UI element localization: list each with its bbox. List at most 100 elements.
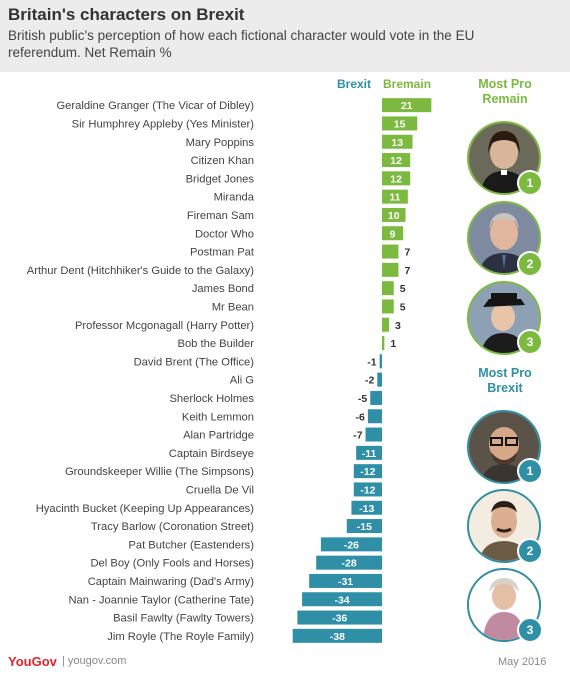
footer-date: May 2016 [498,656,547,668]
value-label: 15 [394,118,406,130]
category-label: Alan Partridge [183,430,254,442]
category-label: Groundskeeper Willie (The Simpsons) [65,466,254,478]
most-pro-remain-heading: Most Pro Remain [478,77,532,106]
value-label: -7 [353,430,362,442]
category-label: Captain Mainwaring (Dad's Army) [88,576,255,588]
value-label: 5 [400,283,406,295]
bar [316,555,382,570]
category-label: Cruella De Vil [186,484,254,496]
value-label: -31 [338,576,353,588]
value-label: -26 [344,539,359,551]
category-label: Mary Poppins [186,137,255,149]
bar [382,207,406,222]
value-label: -15 [357,521,372,533]
bar [365,427,382,442]
category-label: Jim Royle (The Royle Family) [107,631,254,643]
rank-badge-remain-2: 2 [517,251,543,277]
value-label: 5 [400,301,406,313]
bar [382,171,411,186]
category-label: Geraldine Granger (The Vicar of Dibley) [56,100,254,112]
bar [353,464,382,479]
bar [367,409,382,424]
value-label: -38 [330,631,345,643]
column-label-brexit: Brexit [337,77,372,91]
value-label: 12 [390,155,402,167]
rank-badge-brexit-3: 3 [517,617,543,643]
category-label: David Brent (The Office) [134,356,255,368]
value-label: 12 [390,173,402,185]
value-label: 11 [389,192,400,204]
value-label: 7 [404,265,410,277]
bar [382,262,399,277]
bar [379,354,382,369]
value-label: 10 [388,210,400,222]
bar [353,482,382,497]
header-band: Britain's characters on Brexit British p… [0,0,570,72]
bar [297,610,382,625]
bar [382,281,394,296]
bar [377,372,382,387]
category-label: Fireman Sam [187,210,254,222]
bar [382,153,411,168]
bar [309,573,382,588]
category-label: Miranda [214,192,255,204]
category-label: Arthur Dent (Hitchhiker's Guide to the G… [27,265,254,277]
bar [320,537,382,552]
category-label: Mr Bean [212,301,254,313]
category-label: Keith Lemmon [182,411,254,423]
category-label: Basil Fawlty (Fawlty Towers) [113,613,254,625]
bar [382,336,385,351]
bar [382,226,404,241]
column-label-remain: Bremain [383,77,432,91]
category-label: Professor Mcgonagall (Harry Potter) [75,320,254,332]
category-label: Sir Humphrey Appleby (Yes Minister) [72,118,255,130]
rank-badge-remain-3: 3 [517,329,543,355]
category-label: Hyacinth Bucket (Keeping Up Appearances) [36,503,255,515]
bar [302,592,382,607]
value-label: -13 [359,503,374,515]
value-label: -2 [365,375,374,387]
value-label: -5 [358,393,367,405]
value-label: -12 [360,484,375,496]
rank-badge-brexit-2: 2 [517,538,543,564]
category-label: Ali G [230,375,254,387]
category-label: Bob the Builder [178,338,255,350]
yougov-logo: YouGov [8,654,57,669]
bar [382,116,418,131]
value-label: 1 [390,338,396,350]
category-label: Nan - Joannie Taylor (Catherine Tate) [68,594,254,606]
bar [382,317,390,332]
footer-site: | yougov.com [62,655,127,667]
bar [382,244,399,259]
category-label: Postman Pat [190,247,255,259]
value-label: -28 [342,558,357,570]
category-label: Citizen Khan [191,155,254,167]
category-label: Del Boy (Only Fools and Horses) [90,558,254,570]
value-label: -12 [360,466,375,478]
person-portrait-icon [469,203,539,273]
chart-title: Britain's characters on Brexit [8,5,245,24]
bar [346,519,382,534]
bar [292,628,382,643]
value-label: 9 [390,228,396,240]
value-label: 13 [391,137,403,149]
value-label: 21 [401,100,413,112]
value-label: 3 [395,320,401,332]
value-label: 7 [404,247,410,259]
value-label: -1 [367,356,376,368]
bar [382,189,408,204]
most-pro-brexit-heading: Most Pro Brexit [478,366,532,395]
value-label: -6 [356,411,365,423]
bar [370,390,382,405]
bar [351,500,382,515]
category-label: James Bond [192,283,254,295]
category-label: Doctor Who [195,228,254,240]
value-label: -11 [362,448,377,460]
category-label: Bridget Jones [186,173,255,185]
bar [382,98,432,113]
bar [382,299,394,314]
bar [382,134,413,149]
category-label: Pat Butcher (Eastenders) [128,539,254,551]
portrait-remain-2 [467,201,541,275]
